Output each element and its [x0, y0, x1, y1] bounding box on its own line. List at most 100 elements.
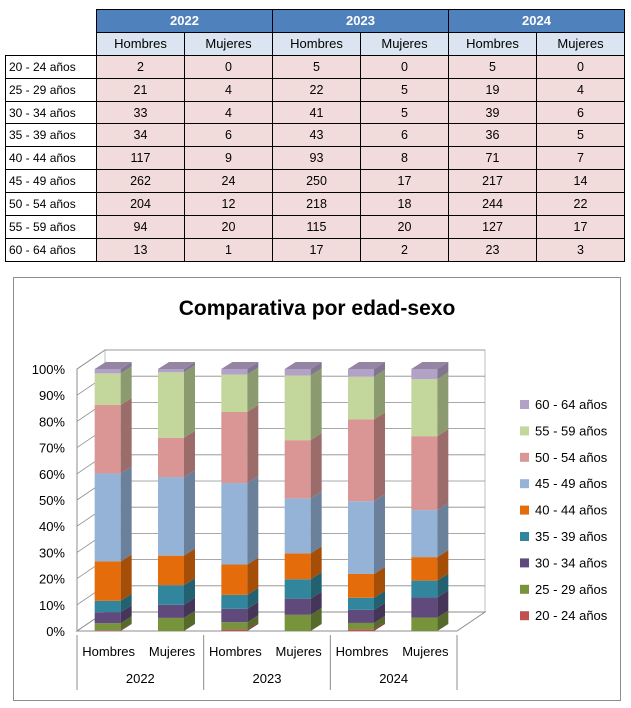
x-year-label: 2024 — [379, 671, 408, 686]
legend-swatch — [520, 479, 529, 489]
value-cell: 39 — [448, 100, 537, 125]
bar-segment — [221, 587, 259, 609]
x-category-label: Mujeres — [402, 644, 449, 659]
y-tick-label: 70% — [39, 441, 65, 456]
y-tick-label: 100% — [32, 362, 66, 377]
bar-segment — [221, 615, 259, 630]
x-category-label: Mujeres — [276, 644, 323, 659]
table-row: 60 - 64 años 13 1 17 2 23 3 — [5, 237, 625, 262]
value-cell: 3 — [536, 237, 625, 262]
sex-header-cell: Mujeres — [536, 31, 625, 56]
bar-segment — [284, 362, 322, 376]
bar-segment — [221, 367, 259, 413]
year-header-2023: 2023 — [272, 9, 449, 33]
bar-segment — [348, 369, 385, 420]
legend-label: 30 - 34 años — [535, 555, 608, 570]
chart-area: Comparativa por edad-sexo 0% 10% 20% 30% 40%… — [13, 277, 621, 701]
value-cell: 5 — [360, 100, 449, 125]
bar-segment — [94, 366, 132, 405]
bar-segment — [411, 573, 449, 598]
value-cell: 2 — [360, 237, 449, 262]
value-cell: 1 — [184, 237, 273, 262]
bar-segment — [221, 557, 259, 595]
bar-segment — [94, 623, 132, 631]
bar-segment — [284, 368, 322, 441]
legend-swatch — [520, 400, 529, 409]
x-year-label: 2023 — [253, 671, 282, 686]
bar-segment — [348, 412, 385, 502]
row-label: 30 - 34 años — [5, 100, 97, 125]
x-category-label: Hombres — [209, 644, 262, 659]
table-row: 35 - 39 años 34 6 43 6 36 5 — [5, 123, 625, 148]
bar-segment — [348, 615, 385, 630]
x-category-label: Hombres — [336, 644, 389, 659]
value-cell: 244 — [448, 192, 537, 217]
value-cell: 24 — [184, 169, 273, 194]
y-tick-label: 60% — [39, 467, 65, 482]
bar-segment — [284, 591, 322, 615]
row-label: 50 - 54 años — [5, 192, 97, 217]
blank-corner-cell — [6, 10, 97, 33]
value-cell: 93 — [272, 146, 361, 171]
x-year-label: 2022 — [126, 671, 155, 686]
value-cell: 117 — [96, 146, 185, 171]
value-cell: 9 — [184, 146, 273, 171]
bar-segment — [94, 397, 132, 474]
value-cell: 262 — [96, 169, 185, 194]
value-cell: 21 — [96, 77, 185, 102]
value-cell: 218 — [272, 192, 361, 217]
legend-item: 40 - 44 años — [520, 503, 608, 518]
value-cell: 22 — [272, 77, 361, 102]
table-row: 50 - 54 años 204 12 218 18 244 22 — [5, 192, 625, 217]
y-tick-label: 50% — [39, 493, 65, 508]
value-cell: 217 — [448, 169, 537, 194]
bar-segment — [348, 566, 385, 598]
sex-header-cell: Mujeres — [360, 31, 449, 56]
bar-segment — [284, 607, 322, 631]
table-row: 20 - 24 años 2 0 5 0 5 0 — [5, 54, 625, 79]
bar-segment — [284, 491, 322, 554]
row-label: 55 - 59 años — [5, 215, 97, 239]
y-tick-label: 20% — [39, 572, 65, 587]
bar-segment — [411, 362, 449, 380]
legend-item: 45 - 49 años — [520, 476, 608, 491]
y-tick-label: 0% — [46, 624, 65, 639]
chart-title: Comparativa por edad-sexo — [179, 297, 456, 320]
bar-segment — [94, 466, 132, 562]
value-cell: 115 — [272, 215, 361, 239]
bar-segment — [221, 601, 259, 623]
bar-segment — [411, 550, 449, 581]
bar-segment — [94, 616, 132, 631]
table-row: 30 - 34 años 33 4 41 5 39 6 — [5, 100, 625, 125]
legend-swatch — [520, 426, 529, 436]
table-row: 25 - 29 años 21 4 22 5 19 4 — [5, 77, 625, 102]
bar-segment — [284, 433, 322, 499]
row-label: 60 - 64 años — [5, 237, 97, 262]
data-table: 2022 2023 2024 Hombres Mujeres Hombres M… — [5, 9, 625, 262]
value-cell: 12 — [184, 192, 273, 217]
value-cell: 5 — [536, 123, 625, 148]
value-cell: 33 — [96, 100, 185, 125]
bar-segment — [94, 593, 132, 613]
bar-segment — [348, 494, 385, 574]
value-cell: 20 — [184, 215, 273, 239]
year-header-2024: 2024 — [448, 9, 625, 33]
bar-segment — [348, 590, 385, 610]
bar-segment — [221, 362, 259, 375]
legend-item: 30 - 34 años — [520, 555, 608, 570]
legend-item: 35 - 39 años — [520, 529, 608, 544]
legend-label: 20 - 24 años — [535, 608, 608, 623]
legend-item: 55 - 59 años — [520, 423, 608, 438]
value-cell: 94 — [96, 215, 185, 239]
value-cell: 17 — [272, 237, 361, 262]
sex-header-cell: Mujeres — [184, 31, 273, 56]
value-cell: 36 — [448, 123, 537, 148]
value-cell: 7 — [536, 146, 625, 171]
bar-segment — [158, 365, 195, 438]
legend-swatch — [520, 584, 529, 594]
value-cell: 71 — [448, 146, 537, 171]
bar-segment — [158, 362, 195, 373]
y-tick-label: 90% — [39, 388, 65, 403]
bar-segment — [411, 590, 449, 618]
table-body: 20 - 24 años 2 0 5 0 5 0 25 - 29 años 21 4 22 5 19 4 3… — [5, 54, 625, 262]
